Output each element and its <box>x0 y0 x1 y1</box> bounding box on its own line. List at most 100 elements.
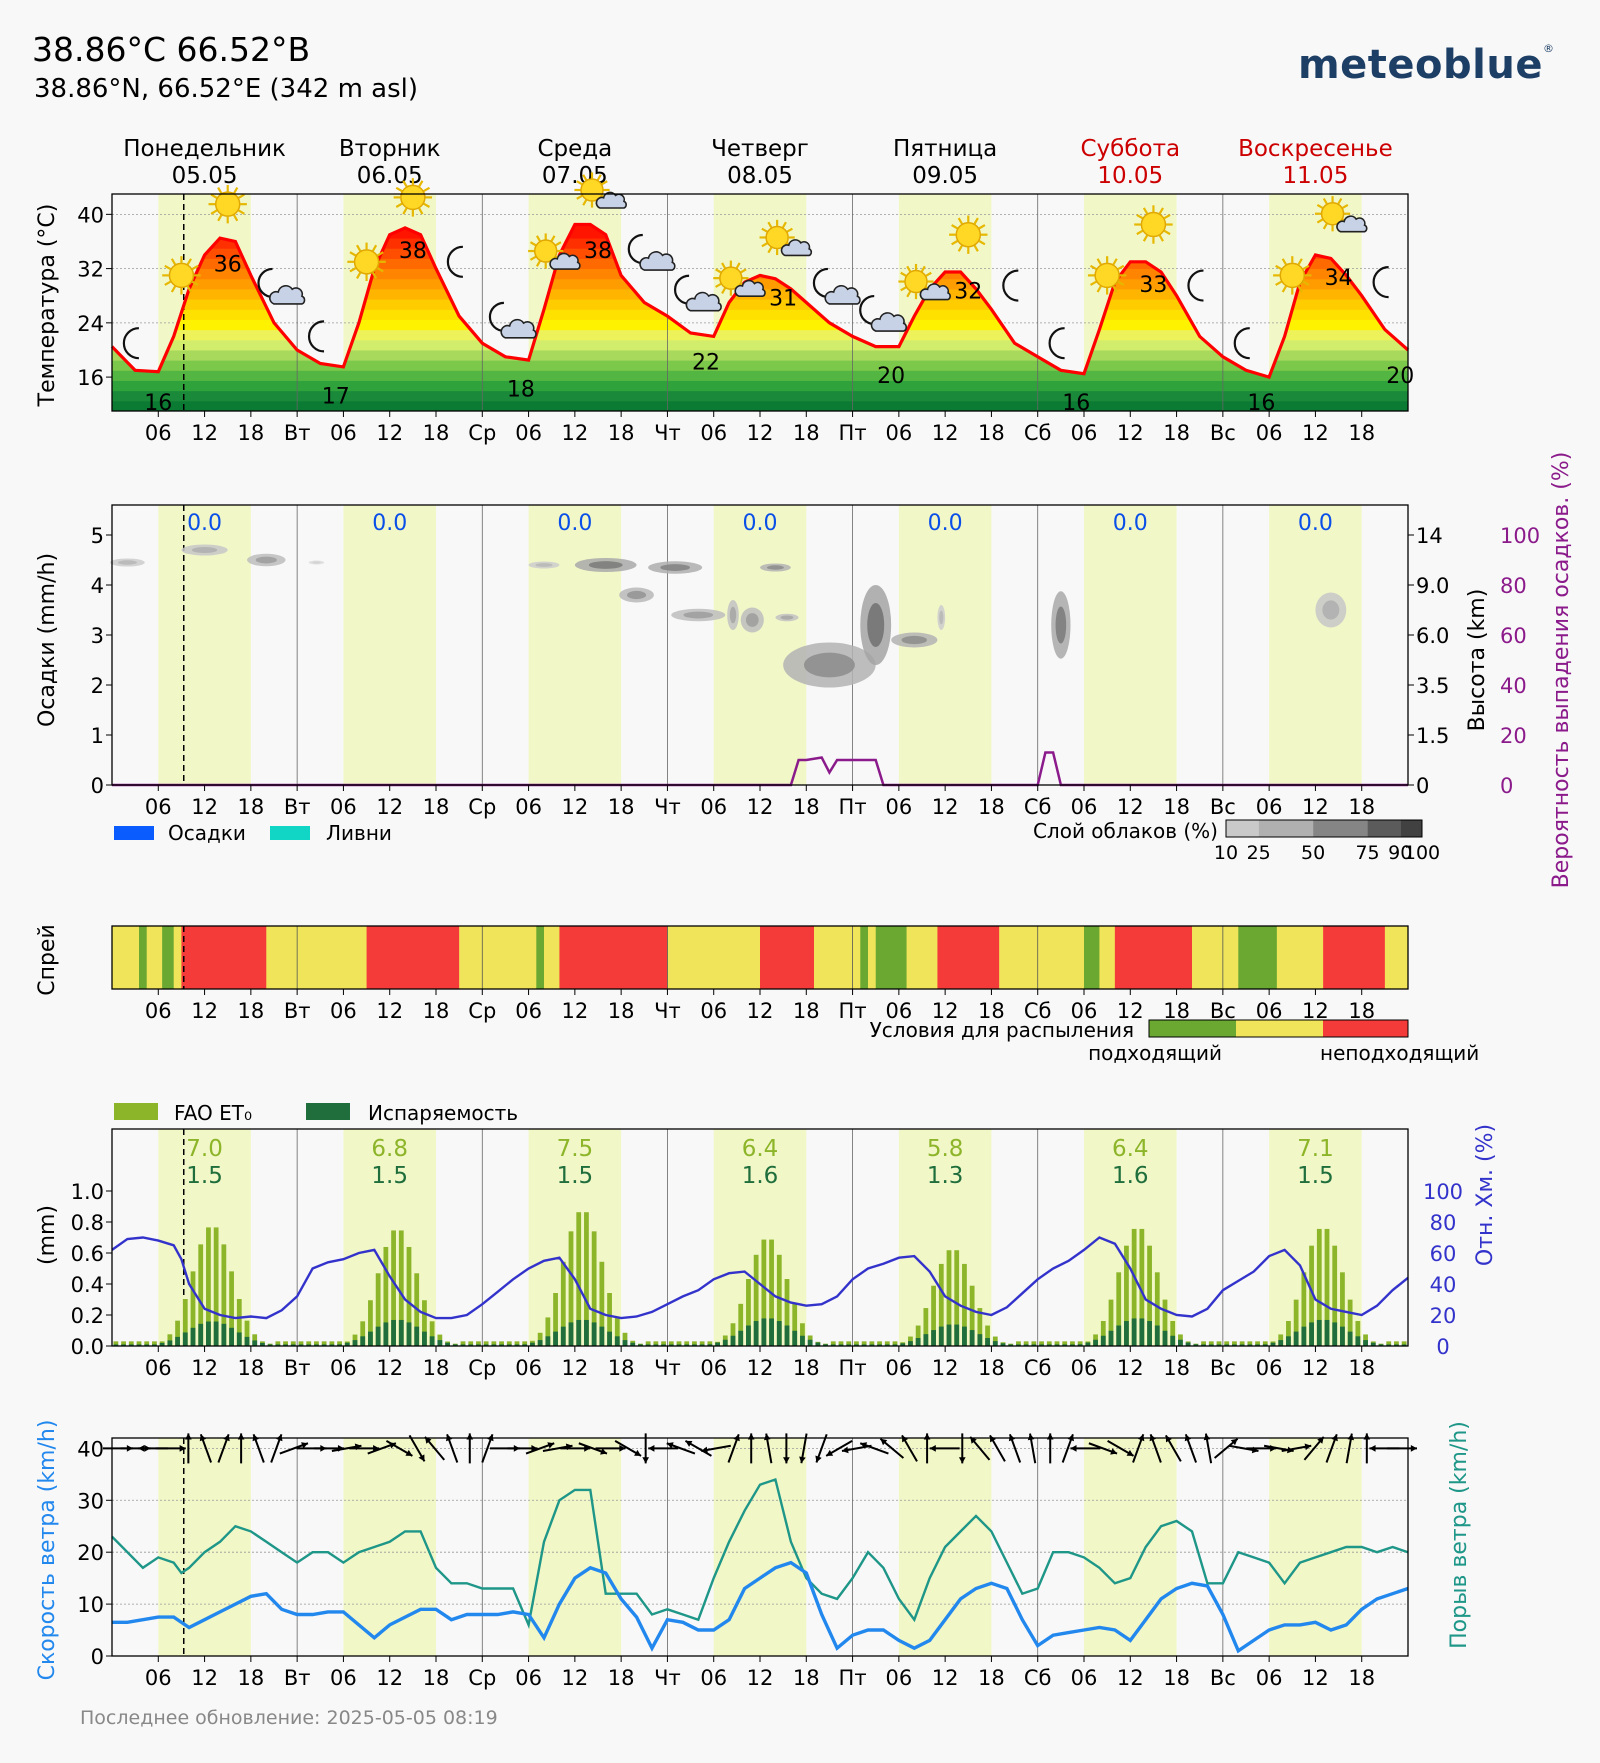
sun-disc <box>533 239 558 263</box>
x-tick-label: 18 <box>423 421 450 445</box>
sun-ray <box>376 251 384 257</box>
wind-arrow-head <box>1070 1445 1077 1452</box>
evaporation-bar <box>668 1344 674 1346</box>
evaporation-bar <box>1332 1322 1338 1346</box>
legend-label-fao: FAO ET₀ <box>174 1101 252 1125</box>
height-tick-label: 9.0 <box>1416 574 1449 598</box>
sun-ray <box>582 199 588 206</box>
sun-ray <box>349 251 357 257</box>
spray-legend-good-label: подходящий <box>1088 1041 1222 1065</box>
fao-et0-bar <box>846 1341 852 1346</box>
evaporation-bar <box>1077 1344 1083 1346</box>
x-tick-label: 12 <box>191 421 218 445</box>
weather-icon-moon-cloud <box>859 294 908 332</box>
evaporation-bar <box>892 1344 898 1346</box>
evaporation-bar <box>283 1344 288 1346</box>
cloud-shape <box>780 239 813 257</box>
y-tick-label: 0.2 <box>71 1304 104 1328</box>
fao-et0-bar <box>661 1341 666 1346</box>
temperature-label: 22 <box>692 350 720 375</box>
x-tick-label: 12 <box>191 1356 218 1380</box>
cloud-legend-tick: 10 <box>1214 842 1238 864</box>
evaporation-bar <box>159 1342 165 1346</box>
evaporation-bar <box>121 1344 126 1346</box>
sun-ray <box>349 267 357 273</box>
fao-et0-bar <box>1347 1299 1353 1346</box>
x-tick-label: 06 <box>515 421 542 445</box>
day-band <box>1084 505 1177 785</box>
sun-ray <box>601 180 608 186</box>
fao-et0-bar <box>1046 1341 1052 1346</box>
sun-ray <box>906 265 912 273</box>
x-tick-label: 18 <box>1348 421 1375 445</box>
logo-registered-mark: ® <box>1543 42 1555 55</box>
x-tick-label: Вт <box>284 421 311 445</box>
evaporation-bar <box>746 1325 751 1346</box>
spray-segment-mid <box>112 926 140 989</box>
wind-arrow-head <box>179 1445 186 1452</box>
cloud-layer-core <box>312 561 321 564</box>
evapotranspiration-panel: 7.0 6.8 7.5 6.4 5.8 6.4 7.11.5 1.5 1.5 1.6 1.3 1.6 1… <box>35 1101 1498 1380</box>
temperature-label: 31 <box>769 286 797 311</box>
sun-ray <box>973 245 979 252</box>
evaporation-bar <box>1039 1344 1044 1346</box>
x-tick-label: 18 <box>1348 795 1375 819</box>
fao-et0-bar <box>784 1279 790 1346</box>
fao-et0-bar <box>985 1325 990 1346</box>
spray-legend-mid <box>1236 1020 1323 1037</box>
spray-segment-bad <box>181 926 267 989</box>
fao-et0-bar <box>506 1341 512 1346</box>
evaporation-bar <box>1154 1325 1160 1346</box>
probability-tick-label: 0 <box>1500 774 1513 798</box>
fao-et0-bar <box>931 1285 936 1346</box>
meteoblue-logo[interactable]: meteoblue® <box>1298 42 1555 88</box>
spray-legend-bad <box>1323 1020 1408 1037</box>
sun-ray <box>767 221 773 229</box>
x-tick-label: 12 <box>932 795 959 819</box>
evaporation-bar <box>152 1344 157 1346</box>
evaporation-bar <box>877 1344 882 1346</box>
wind-direction-arrows <box>103 1433 1417 1464</box>
temperature-label: 34 <box>1325 266 1353 291</box>
x-tick-label: 06 <box>330 999 357 1023</box>
fao-et0-bar <box>1062 1341 1068 1346</box>
x-tick-label: 12 <box>561 421 588 445</box>
x-tick-label: 06 <box>1256 999 1283 1023</box>
x-tick-label: 12 <box>1302 421 1329 445</box>
weather-icon-sun <box>208 184 247 224</box>
x-tick-label: 18 <box>978 999 1005 1023</box>
sun-ray <box>164 280 172 286</box>
y-tick-label: 1 <box>91 724 104 748</box>
day-band <box>158 1438 251 1656</box>
weather-icon-moon-cloud <box>488 301 537 339</box>
evaporation-bar <box>614 1336 620 1346</box>
evaporation-bar <box>483 1344 489 1346</box>
y-axis-label: Температура (°C) <box>35 204 60 408</box>
daily-fao-total: 7.0 <box>186 1136 223 1162</box>
evaporation-bar <box>1394 1344 1399 1346</box>
evaporation-bar <box>861 1344 867 1346</box>
x-tick-label: 06 <box>515 999 542 1023</box>
evaporation-bar <box>1293 1331 1299 1346</box>
temperature-panel: 16 36 17 38 18 38 22 31 20 32 16 33 16 34 20 06 12 18 Вт 06… <box>35 172 1414 445</box>
evaporation-bar <box>198 1323 204 1346</box>
x-tick-label: 12 <box>376 1356 403 1380</box>
sun-ray <box>900 286 907 292</box>
evaporation-bar <box>398 1319 404 1346</box>
fao-et0-bar <box>576 1212 582 1346</box>
cloud-layer-core <box>588 561 623 569</box>
x-tick-label: 18 <box>793 1666 820 1690</box>
location-title: 38.86°C 66.52°B <box>32 30 311 69</box>
weather-icon-moon <box>1233 327 1250 360</box>
cloud-layer-core <box>745 613 759 627</box>
sun-ray <box>761 227 768 233</box>
evaporation-bar <box>1316 1319 1322 1346</box>
x-tick-label: Чт <box>654 1356 681 1380</box>
y-tick-label: 2 <box>91 674 104 698</box>
sun-ray <box>1117 280 1125 286</box>
temperature-line <box>110 222 1410 380</box>
evaporation-bar <box>545 1336 551 1346</box>
temperature-label: 20 <box>1386 364 1414 389</box>
sun-disc <box>580 178 604 202</box>
cloud-shape <box>685 291 722 312</box>
